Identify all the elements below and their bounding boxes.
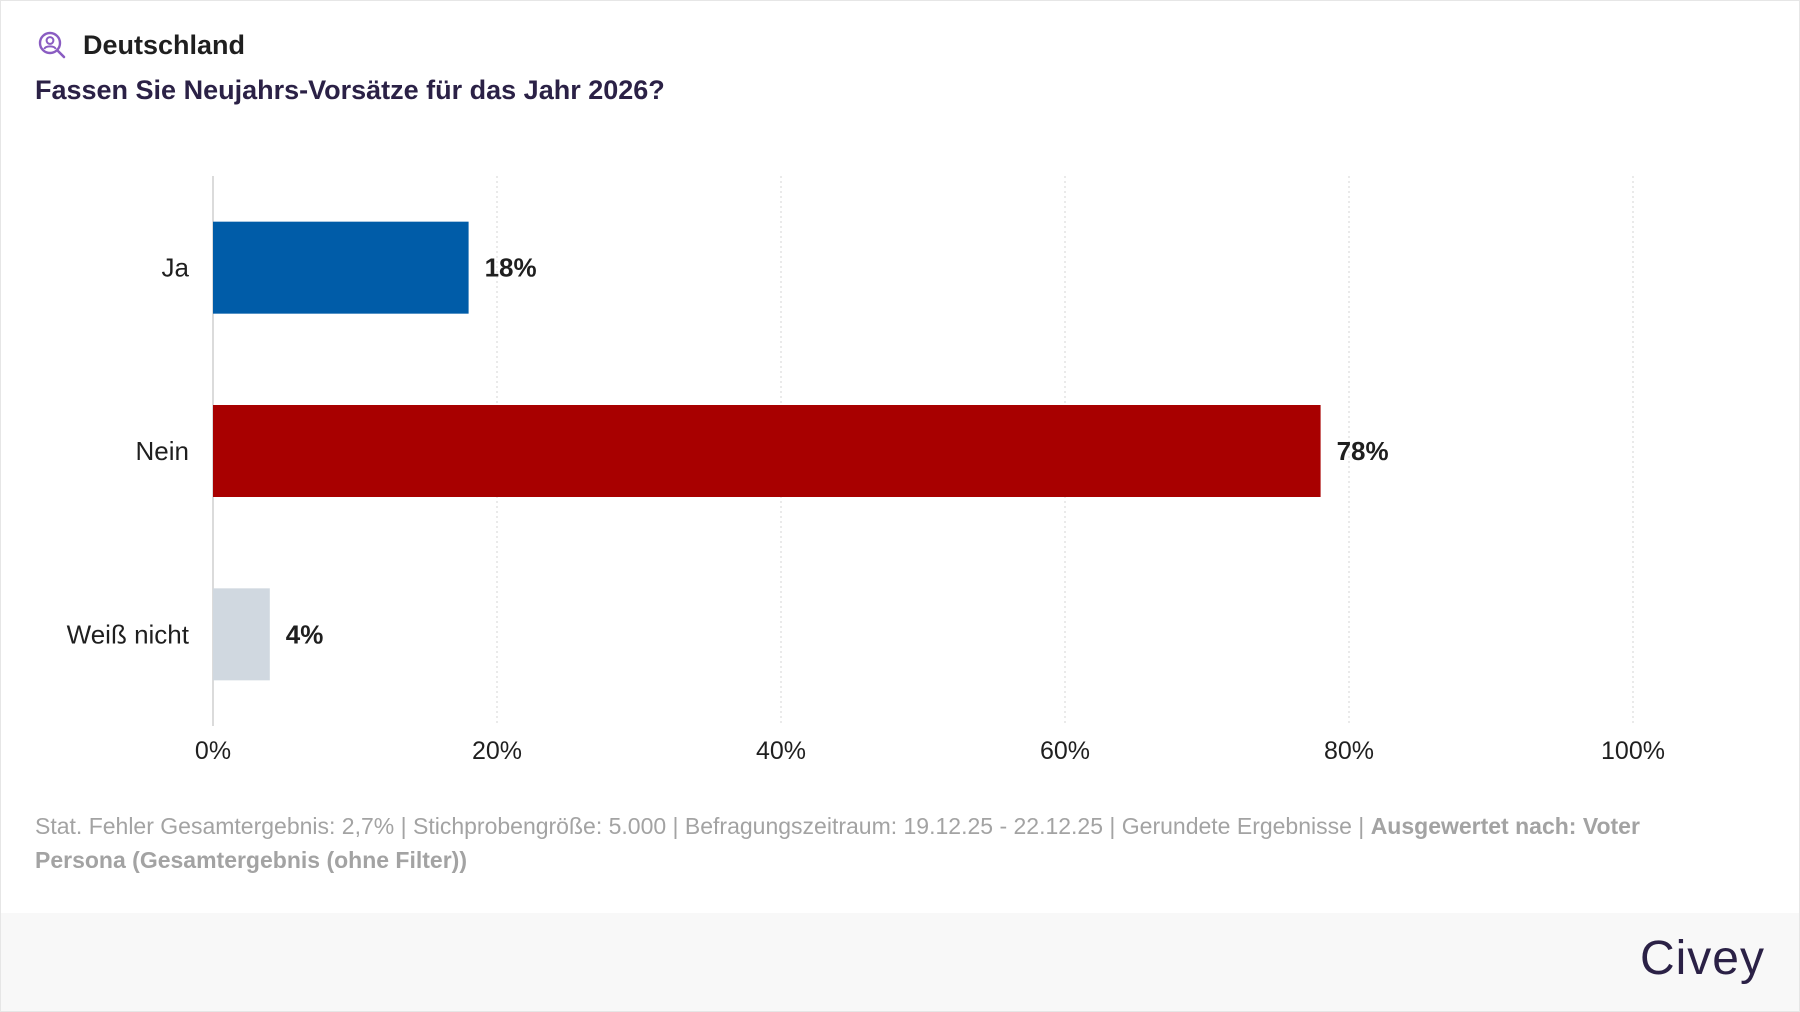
x-tick-label: 0% — [195, 737, 231, 765]
x-tick-label: 60% — [1040, 737, 1090, 765]
region-row: Deutschland — [35, 25, 1765, 65]
bar — [213, 221, 469, 314]
footnote-text: Stat. Fehler Gesamtergebnis: 2,7% | Stic… — [35, 813, 1371, 839]
footnote-bold: Ausgewertet nach: Voter Persona (Gesamte… — [35, 813, 1640, 873]
user-search-icon — [35, 28, 69, 62]
x-tick-label: 100% — [1601, 737, 1665, 765]
bar — [213, 405, 1321, 497]
data-label: 4% — [286, 619, 324, 649]
x-tick-label: 20% — [472, 737, 522, 765]
category-label: Weiß nicht — [67, 619, 190, 649]
bar-chart: 0% 20% 40% 60% 80% 100% Ja 18% Nein 78% Weiß nicht… — [67, 176, 1665, 765]
footnote: Stat. Fehler Gesamtergebnis: 2,7% | Stic… — [35, 809, 1725, 877]
bar — [213, 588, 270, 681]
civey-logo: Civey — [1639, 932, 1765, 985]
data-label: 18% — [485, 253, 537, 283]
chart-header: Deutschland Fassen Sie Neujahrs-Vorsätze… — [35, 25, 1765, 106]
region-name: Deutschland — [83, 29, 246, 60]
x-tick-label: 40% — [756, 737, 806, 765]
category-label: Nein — [136, 436, 189, 466]
category-label: Ja — [162, 253, 190, 283]
x-tick-label: 80% — [1324, 737, 1374, 765]
footer-bar: Civey — [1, 913, 1799, 1011]
data-label: 78% — [1337, 436, 1389, 466]
chart-question: Fassen Sie Neujahrs-Vorsätze für das Jah… — [35, 75, 665, 105]
